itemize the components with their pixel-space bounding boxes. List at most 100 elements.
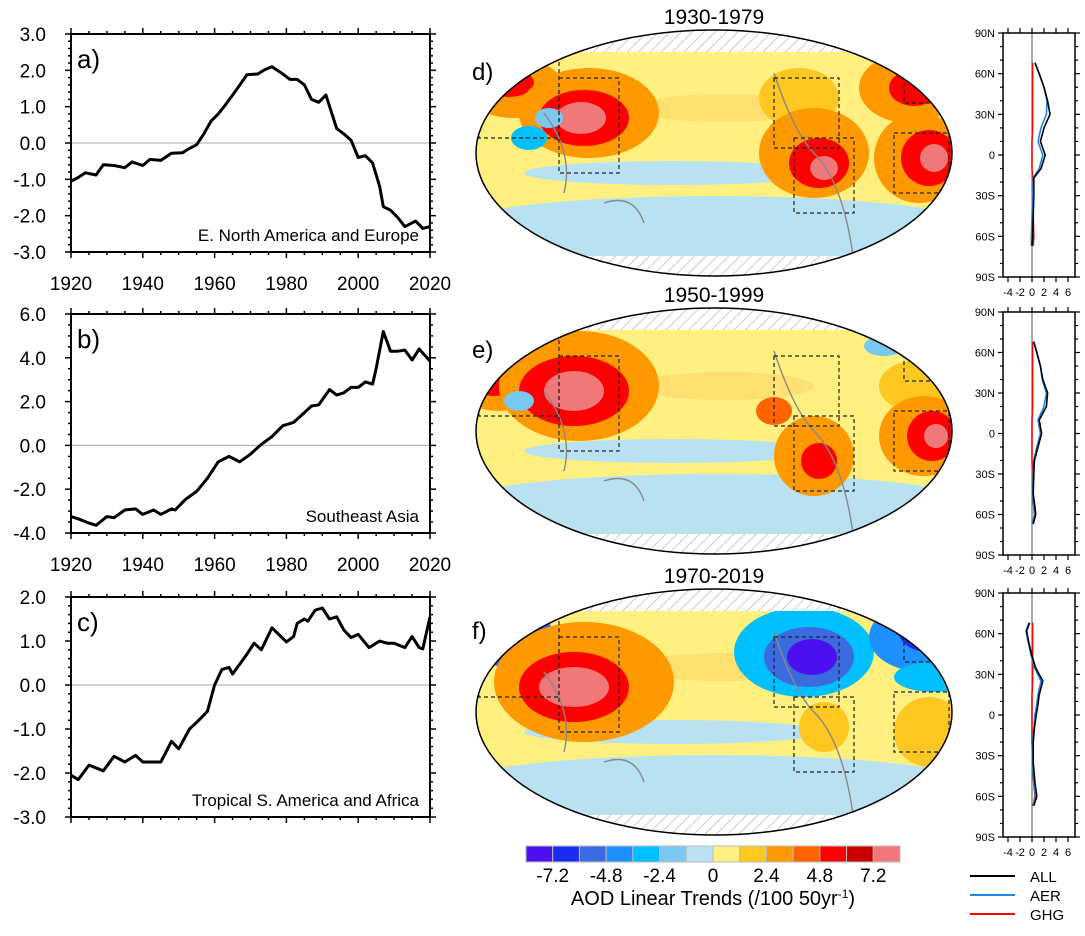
colorbar-label: 4.8	[807, 866, 833, 887]
plot-frame	[71, 314, 430, 533]
map-title: 1970-2019	[664, 565, 764, 588]
x-tick-label: 4	[1053, 847, 1059, 859]
panel-label: a)	[77, 44, 100, 74]
legend-label: ALL	[1030, 869, 1057, 886]
x-tick-label: 2000	[337, 555, 379, 576]
colorbar-swatch	[526, 846, 553, 862]
trend-blob	[894, 662, 974, 692]
lat-tick-label: 60S	[975, 510, 995, 522]
y-tick-label: 0.0	[20, 436, 46, 457]
trend-blob	[869, 602, 979, 672]
x-tick-label: 1960	[193, 555, 235, 576]
trend-blob	[899, 612, 959, 652]
lat-tick-label: 90N	[975, 588, 995, 600]
colorbar-swatch	[713, 846, 740, 862]
colorbar-swatch	[553, 846, 580, 862]
trend-blob	[556, 102, 606, 134]
x-tick-label: 4	[1053, 287, 1059, 299]
profile-line-aer	[1033, 342, 1047, 524]
map-title: 1950-1999	[664, 284, 764, 307]
x-tick-label: 1980	[265, 274, 307, 295]
y-tick-label: 1.0	[20, 98, 46, 119]
lat-tick-label: 90N	[975, 28, 995, 40]
region-label: Tropical S. America and Africa	[192, 791, 420, 810]
panel-label: d)	[472, 59, 493, 86]
colorbar-label: 2.4	[753, 866, 780, 887]
plot-frame	[1003, 593, 1075, 837]
trend-blob	[801, 443, 837, 479]
missing-data-hatch	[476, 589, 952, 611]
panel-label: c)	[77, 607, 99, 637]
missing-data-hatch	[476, 256, 952, 276]
colorbar-swatch	[606, 846, 633, 862]
missing-data-hatch	[476, 308, 952, 330]
lat-tick-label: 60S	[975, 791, 995, 803]
profile-line-aer	[1026, 623, 1041, 806]
colorbar-label: -7.2	[536, 866, 569, 887]
lat-tick-label: 90S	[975, 832, 995, 844]
panel-label: e)	[472, 337, 493, 364]
missing-data-hatch	[476, 815, 952, 835]
y-tick-label: 1.0	[20, 632, 46, 653]
lat-tick-label: 30S	[975, 191, 995, 203]
colorbar-title-part: AOD Linear Trends (/100 50yr	[571, 888, 838, 910]
colorbar-label: 0	[708, 866, 719, 887]
y-tick-label: 0.0	[20, 676, 46, 697]
x-tick-label: -4	[1003, 847, 1013, 859]
x-tick-label: 1920	[50, 555, 92, 576]
colorbar-label: -2.4	[643, 866, 676, 887]
plot-frame	[1003, 33, 1075, 277]
y-tick-label: -1.0	[13, 170, 46, 191]
x-tick-label: 2	[1041, 847, 1047, 859]
plot-frame	[71, 597, 430, 817]
trend-blob	[787, 639, 837, 675]
colorbar-title-part: -1	[838, 887, 849, 901]
series-line	[71, 332, 430, 526]
colorbar-swatch	[740, 846, 767, 862]
y-tick-label: -2.0	[13, 480, 46, 501]
series-line	[71, 608, 430, 780]
x-tick-label: 2	[1041, 565, 1047, 577]
y-tick-label: 3.0	[20, 25, 46, 46]
y-tick-label: 4.0	[20, 349, 46, 370]
y-tick-label: 2.0	[20, 61, 46, 82]
map-field	[446, 589, 982, 835]
map-field	[446, 308, 982, 554]
y-tick-label: -3.0	[13, 808, 46, 829]
y-tick-label: 6.0	[20, 305, 46, 326]
lat-tick-label: 60N	[975, 629, 995, 641]
colorbar-title-part: )	[848, 888, 855, 910]
trend-blob	[799, 702, 849, 752]
trend-blob	[924, 424, 948, 448]
colorbar-swatch	[686, 846, 713, 862]
lat-tick-label: 30N	[975, 669, 995, 681]
lat-tick-label: 30N	[975, 388, 995, 400]
map-panel-d: 1930-1979 d)	[446, 6, 982, 276]
lat-tick-label: 30S	[975, 751, 995, 763]
colorbar-swatch	[766, 846, 793, 862]
lat-tick-label: 30N	[975, 109, 995, 121]
y-tick-label: 2.0	[20, 393, 46, 414]
x-tick-label: 2000	[337, 274, 379, 295]
lat-tick-label: 30S	[975, 469, 995, 481]
x-tick-label: 0	[1029, 565, 1035, 577]
x-tick-label: 6	[1065, 287, 1071, 299]
y-tick-label: -2.0	[13, 764, 46, 785]
line-chart-c: 2.01.00.0-1.0-2.0-3.0c)Tropical S. Ameri…	[13, 588, 436, 829]
map-panel-e: 1950-1999 e)	[446, 284, 982, 554]
x-tick-label: 1920	[50, 274, 92, 295]
colorbar-swatch	[847, 846, 874, 862]
series-line	[71, 67, 430, 229]
x-tick-label: 0	[1029, 847, 1035, 859]
x-tick-label: 1960	[193, 274, 235, 295]
x-tick-label: -2	[1015, 847, 1025, 859]
lat-tick-label: 0	[989, 429, 995, 441]
map-title: 1930-1979	[664, 6, 764, 29]
y-tick-label: 2.0	[20, 588, 46, 609]
trend-blob	[894, 697, 964, 767]
profile-line-all	[1032, 63, 1050, 246]
missing-data-hatch	[476, 30, 952, 52]
